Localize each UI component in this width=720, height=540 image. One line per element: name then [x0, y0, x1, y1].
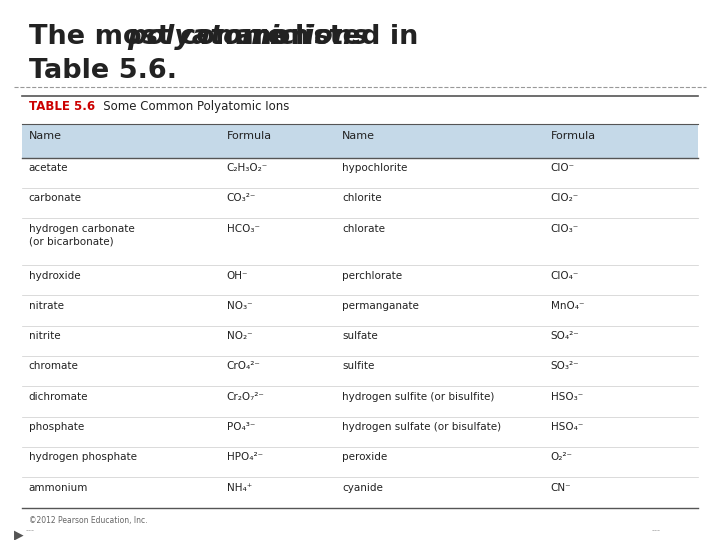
Text: cyanide: cyanide [342, 483, 383, 492]
Text: C₂H₃O₂⁻: C₂H₃O₂⁻ [227, 163, 268, 173]
Text: HSO₃⁻: HSO₃⁻ [551, 392, 583, 402]
Text: NO₂⁻: NO₂⁻ [227, 331, 253, 341]
Text: Formula: Formula [227, 131, 272, 141]
Text: ClO₄⁻: ClO₄⁻ [551, 271, 579, 280]
Text: Name: Name [29, 131, 62, 141]
Text: perchlorate: perchlorate [342, 271, 402, 280]
Text: phosphate: phosphate [29, 422, 84, 432]
Text: ▶: ▶ [14, 528, 24, 540]
FancyBboxPatch shape [22, 124, 698, 158]
Text: Name: Name [342, 131, 375, 141]
Text: ---: --- [25, 526, 35, 536]
Text: CrO₄²⁻: CrO₄²⁻ [227, 361, 261, 372]
Text: PO₄³⁻: PO₄³⁻ [227, 422, 255, 432]
Text: CN⁻: CN⁻ [551, 483, 572, 492]
Text: O₂²⁻: O₂²⁻ [551, 453, 573, 462]
Text: OH⁻: OH⁻ [227, 271, 248, 280]
Text: are listed in: are listed in [226, 24, 419, 50]
Text: Some Common Polyatomic Ions: Some Common Polyatomic Ions [92, 100, 289, 113]
Text: TABLE 5.6: TABLE 5.6 [29, 100, 95, 113]
Text: The most common: The most common [29, 24, 319, 50]
Text: carbonate: carbonate [29, 193, 82, 204]
Text: chlorite: chlorite [342, 193, 382, 204]
Text: hydrogen sulfite (or bisulfite): hydrogen sulfite (or bisulfite) [342, 392, 495, 402]
Text: Table 5.6.: Table 5.6. [29, 58, 177, 84]
Text: peroxide: peroxide [342, 453, 387, 462]
Text: ©2012 Pearson Education, Inc.: ©2012 Pearson Education, Inc. [29, 516, 148, 525]
Text: permanganate: permanganate [342, 301, 419, 311]
Text: acetate: acetate [29, 163, 68, 173]
Text: nitrate: nitrate [29, 301, 64, 311]
Text: hydrogen phosphate: hydrogen phosphate [29, 453, 137, 462]
Text: chromate: chromate [29, 361, 78, 372]
Text: HCO₃⁻: HCO₃⁻ [227, 224, 260, 234]
Text: nitrite: nitrite [29, 331, 60, 341]
Text: hypochlorite: hypochlorite [342, 163, 408, 173]
Text: SO₃²⁻: SO₃²⁻ [551, 361, 580, 372]
Text: Formula: Formula [551, 131, 596, 141]
Text: polyatomic ions: polyatomic ions [127, 24, 368, 50]
Text: CO₃²⁻: CO₃²⁻ [227, 193, 256, 204]
Text: ClO⁻: ClO⁻ [551, 163, 575, 173]
Text: SO₄²⁻: SO₄²⁻ [551, 331, 580, 341]
Text: sulfate: sulfate [342, 331, 378, 341]
Text: ---: --- [652, 526, 661, 536]
Text: ammonium: ammonium [29, 483, 88, 492]
Text: sulfite: sulfite [342, 361, 374, 372]
Text: NO₃⁻: NO₃⁻ [227, 301, 253, 311]
Text: hydroxide: hydroxide [29, 271, 81, 280]
Text: NH₄⁺: NH₄⁺ [227, 483, 252, 492]
Text: hydrogen carbonate
(or bicarbonate): hydrogen carbonate (or bicarbonate) [29, 224, 135, 246]
Text: Cr₂O₇²⁻: Cr₂O₇²⁻ [227, 392, 265, 402]
Text: ClO₂⁻: ClO₂⁻ [551, 193, 579, 204]
Text: HSO₄⁻: HSO₄⁻ [551, 422, 583, 432]
Text: hydrogen sulfate (or bisulfate): hydrogen sulfate (or bisulfate) [342, 422, 501, 432]
Text: ClO₃⁻: ClO₃⁻ [551, 224, 579, 234]
Text: chlorate: chlorate [342, 224, 385, 234]
Text: dichromate: dichromate [29, 392, 89, 402]
Text: MnO₄⁻: MnO₄⁻ [551, 301, 585, 311]
Text: HPO₄²⁻: HPO₄²⁻ [227, 453, 263, 462]
